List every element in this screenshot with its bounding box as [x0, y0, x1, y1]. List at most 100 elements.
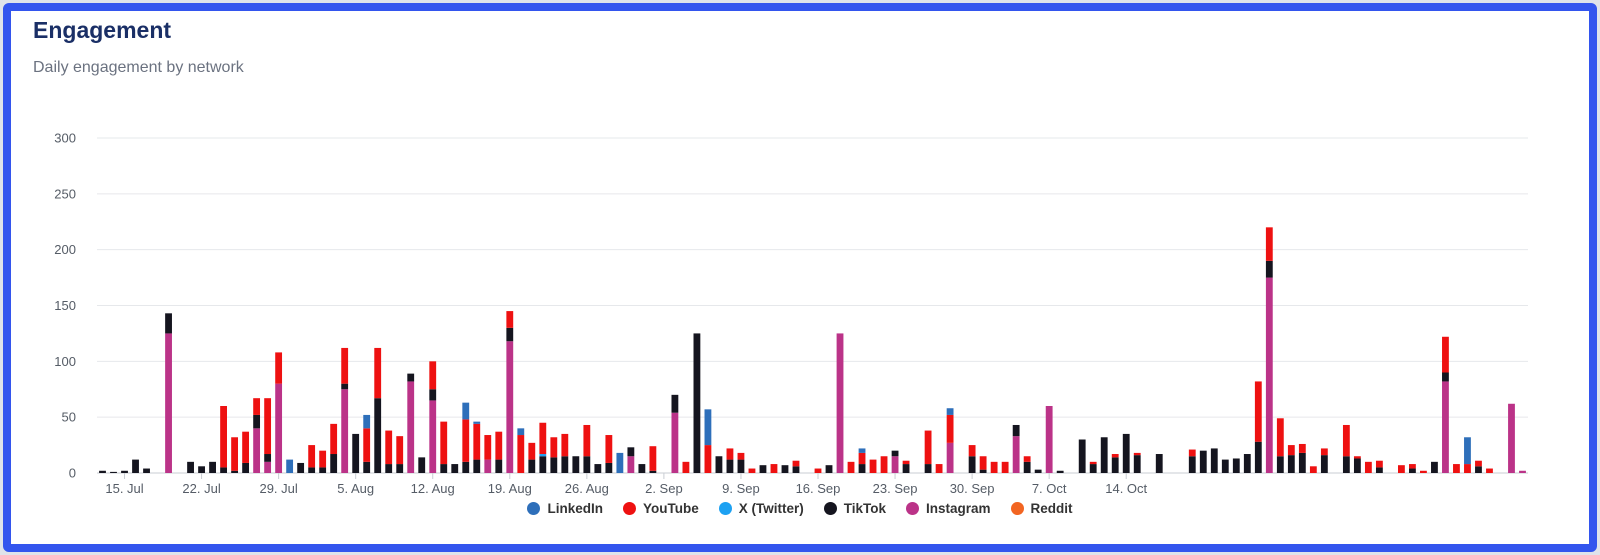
bar-segment-instagram[interactable]: [836, 333, 844, 473]
bar-segment-tiktok[interactable]: [1089, 464, 1097, 473]
bar-segment-youtube[interactable]: [385, 430, 393, 465]
bar-segment-tiktok[interactable]: [594, 464, 602, 473]
bar-segment-youtube[interactable]: [1265, 227, 1273, 261]
bar-segment-tiktok[interactable]: [693, 333, 701, 473]
bar-segment-tiktok[interactable]: [198, 466, 205, 473]
bar-segment-youtube[interactable]: [275, 352, 283, 384]
bar-segment-tiktok[interactable]: [759, 465, 767, 473]
bar-segment-instagram[interactable]: [891, 456, 899, 473]
bar-segment-tiktok[interactable]: [1188, 456, 1196, 473]
bar-segment-tiktok[interactable]: [374, 398, 382, 473]
bar-segment-youtube[interactable]: [1001, 461, 1009, 473]
bar-segment-linkedin[interactable]: [462, 402, 470, 420]
bar-segment-tiktok[interactable]: [1442, 372, 1449, 382]
bar-segment-tiktok[interactable]: [1287, 455, 1295, 473]
bar-segment-tiktok[interactable]: [1353, 458, 1361, 473]
bar-segment-tiktok[interactable]: [319, 467, 327, 473]
bar-segment-tiktok[interactable]: [561, 456, 569, 473]
bar-segment-tiktok[interactable]: [352, 433, 360, 473]
bar-segment-tiktok[interactable]: [968, 456, 976, 473]
bar-segment-tiktok[interactable]: [528, 459, 536, 473]
bar-segment-youtube[interactable]: [968, 445, 976, 457]
bar-segment-youtube[interactable]: [880, 456, 888, 473]
bar-segment-tiktok[interactable]: [1199, 450, 1207, 473]
bar-segment-youtube[interactable]: [1276, 418, 1284, 457]
bar-segment-tiktok[interactable]: [902, 464, 910, 473]
bar-segment-youtube[interactable]: [682, 461, 690, 473]
bar-segment-instagram[interactable]: [1265, 277, 1273, 473]
bar-segment-youtube[interactable]: [440, 421, 448, 465]
bar-segment-tiktok[interactable]: [1375, 467, 1383, 473]
bar-segment-tiktok[interactable]: [385, 464, 393, 473]
legend-item-instagram[interactable]: Instagram: [906, 501, 991, 516]
bar-segment-youtube[interactable]: [429, 361, 437, 390]
bar-segment-youtube[interactable]: [924, 430, 932, 465]
bar-segment-youtube[interactable]: [484, 435, 492, 460]
bar-segment-tiktok[interactable]: [1232, 458, 1240, 473]
bar-segment-tiktok[interactable]: [451, 464, 459, 473]
bar-segment-tiktok[interactable]: [1475, 466, 1482, 473]
bar-segment-tiktok[interactable]: [1320, 455, 1328, 473]
bar-segment-instagram[interactable]: [165, 333, 172, 473]
bar-segment-tiktok[interactable]: [858, 464, 866, 473]
bar-segment-linkedin[interactable]: [858, 448, 866, 453]
bar-segment-tiktok[interactable]: [1034, 469, 1042, 473]
bar-segment-youtube[interactable]: [1342, 424, 1350, 457]
bar-segment-youtube[interactable]: [605, 435, 613, 463]
bar-segment-youtube[interactable]: [374, 347, 382, 399]
bar-segment-youtube[interactable]: [1442, 336, 1449, 373]
bar-segment-tiktok[interactable]: [121, 470, 128, 473]
bar-segment-tiktok[interactable]: [781, 465, 789, 473]
bar-segment-tiktok[interactable]: [1122, 433, 1130, 473]
bar-segment-youtube[interactable]: [1298, 443, 1306, 453]
bar-segment-instagram[interactable]: [429, 400, 437, 473]
bar-segment-youtube[interactable]: [1089, 461, 1097, 465]
bar-segment-tiktok[interactable]: [979, 469, 987, 473]
bar-segment-tiktok[interactable]: [1155, 454, 1163, 473]
bar-segment-youtube[interactable]: [1409, 464, 1416, 469]
bar-segment-instagram[interactable]: [407, 381, 415, 473]
bar-segment-youtube[interactable]: [396, 436, 404, 465]
bar-segment-linkedin[interactable]: [363, 414, 371, 429]
bar-segment-youtube[interactable]: [792, 460, 800, 467]
bar-segment-youtube[interactable]: [561, 433, 569, 457]
bar-segment-youtube[interactable]: [1475, 460, 1482, 467]
bar-segment-youtube[interactable]: [990, 461, 998, 473]
bar-segment-tiktok[interactable]: [110, 471, 117, 473]
bar-segment-youtube[interactable]: [770, 464, 778, 473]
bar-segment-youtube[interactable]: [341, 347, 349, 384]
bar-segment-tiktok[interactable]: [440, 464, 448, 473]
bar-segment-youtube[interactable]: [979, 456, 987, 470]
chart-bars[interactable]: [99, 227, 1526, 473]
bar-segment-instagram[interactable]: [627, 456, 635, 473]
bar-segment-instagram[interactable]: [1012, 436, 1020, 473]
bar-segment-instagram[interactable]: [275, 383, 283, 473]
bar-segment-tiktok[interactable]: [726, 459, 734, 473]
bar-segment-tiktok[interactable]: [297, 462, 305, 473]
bar-segment-tiktok[interactable]: [1056, 470, 1064, 473]
bar-segment-tiktok[interactable]: [363, 461, 371, 473]
bar-segment-youtube[interactable]: [264, 398, 272, 455]
bar-segment-tiktok[interactable]: [209, 461, 216, 473]
bar-segment-youtube[interactable]: [319, 450, 327, 468]
bar-segment-instagram[interactable]: [1519, 470, 1526, 473]
bar-segment-youtube[interactable]: [506, 311, 514, 328]
legend-item-x-twitter[interactable]: X (Twitter): [718, 501, 804, 516]
bar-segment-youtube[interactable]: [231, 437, 239, 471]
bar-segment-youtube[interactable]: [935, 464, 943, 473]
bar-segment-tiktok[interactable]: [737, 459, 745, 473]
bar-segment-tiktok[interactable]: [341, 383, 349, 390]
bar-segment-youtube[interactable]: [550, 437, 558, 458]
bar-segment-tiktok[interactable]: [792, 466, 800, 473]
bar-segment-tiktok[interactable]: [1342, 456, 1350, 473]
bar-segment-tiktok[interactable]: [1431, 461, 1438, 473]
bar-segment-instagram[interactable]: [671, 412, 679, 473]
bar-segment-tiktok[interactable]: [1254, 441, 1262, 473]
bar-segment-tiktok[interactable]: [638, 464, 646, 473]
bar-segment-instagram[interactable]: [506, 341, 514, 473]
bar-segment-tiktok[interactable]: [396, 464, 404, 473]
bar-segment-tiktok[interactable]: [1409, 468, 1416, 473]
bar-segment-youtube[interactable]: [220, 406, 228, 468]
bar-segment-linkedin[interactable]: [616, 452, 624, 473]
bar-segment-tiktok[interactable]: [165, 313, 172, 334]
